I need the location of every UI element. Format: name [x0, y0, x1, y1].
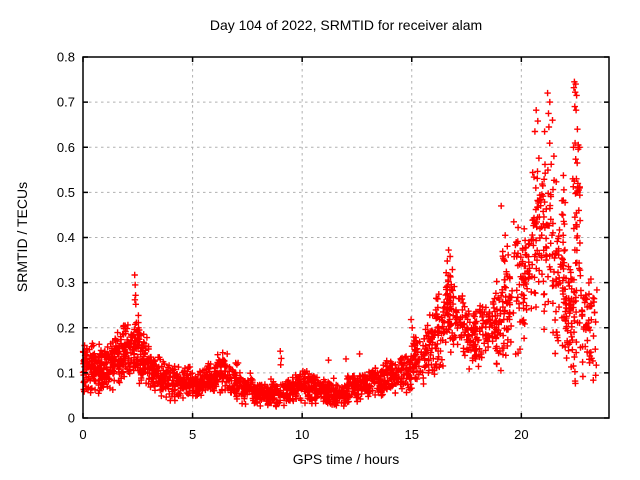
y-tick-label: 0.3 [57, 275, 75, 290]
y-tick-label: 0.5 [57, 185, 75, 200]
y-tick-label: 0.8 [57, 50, 75, 65]
x-axis-label: GPS time / hours [292, 451, 400, 467]
chart-title: Day 104 of 2022, SRMTID for receiver ala… [209, 17, 483, 33]
x-tick-label: 20 [514, 427, 528, 442]
axes-and-ticks [82, 56, 610, 419]
y-tick-label: 0.6 [57, 140, 75, 155]
x-tick-label: 10 [295, 427, 309, 442]
x-tick-label: 15 [405, 427, 419, 442]
scatter-marker-path [79, 78, 601, 410]
tick-labels: 0 5 10 15 20 0 0.1 0.2 0.3 0.4 0.5 0.6 0.7 0.8 [57, 50, 529, 443]
y-tick-label: 0 [68, 411, 75, 426]
scatter-points [79, 78, 601, 410]
x-tick-label: 0 [79, 427, 86, 442]
y-axis-label: SRMTID / TECUs [14, 181, 30, 293]
y-tick-label: 0.2 [57, 320, 75, 335]
y-tick-label: 0.4 [57, 230, 75, 245]
x-tick-label: 5 [189, 427, 196, 442]
y-tick-label: 0.1 [57, 365, 75, 380]
y-tick-label: 0.7 [57, 95, 75, 110]
